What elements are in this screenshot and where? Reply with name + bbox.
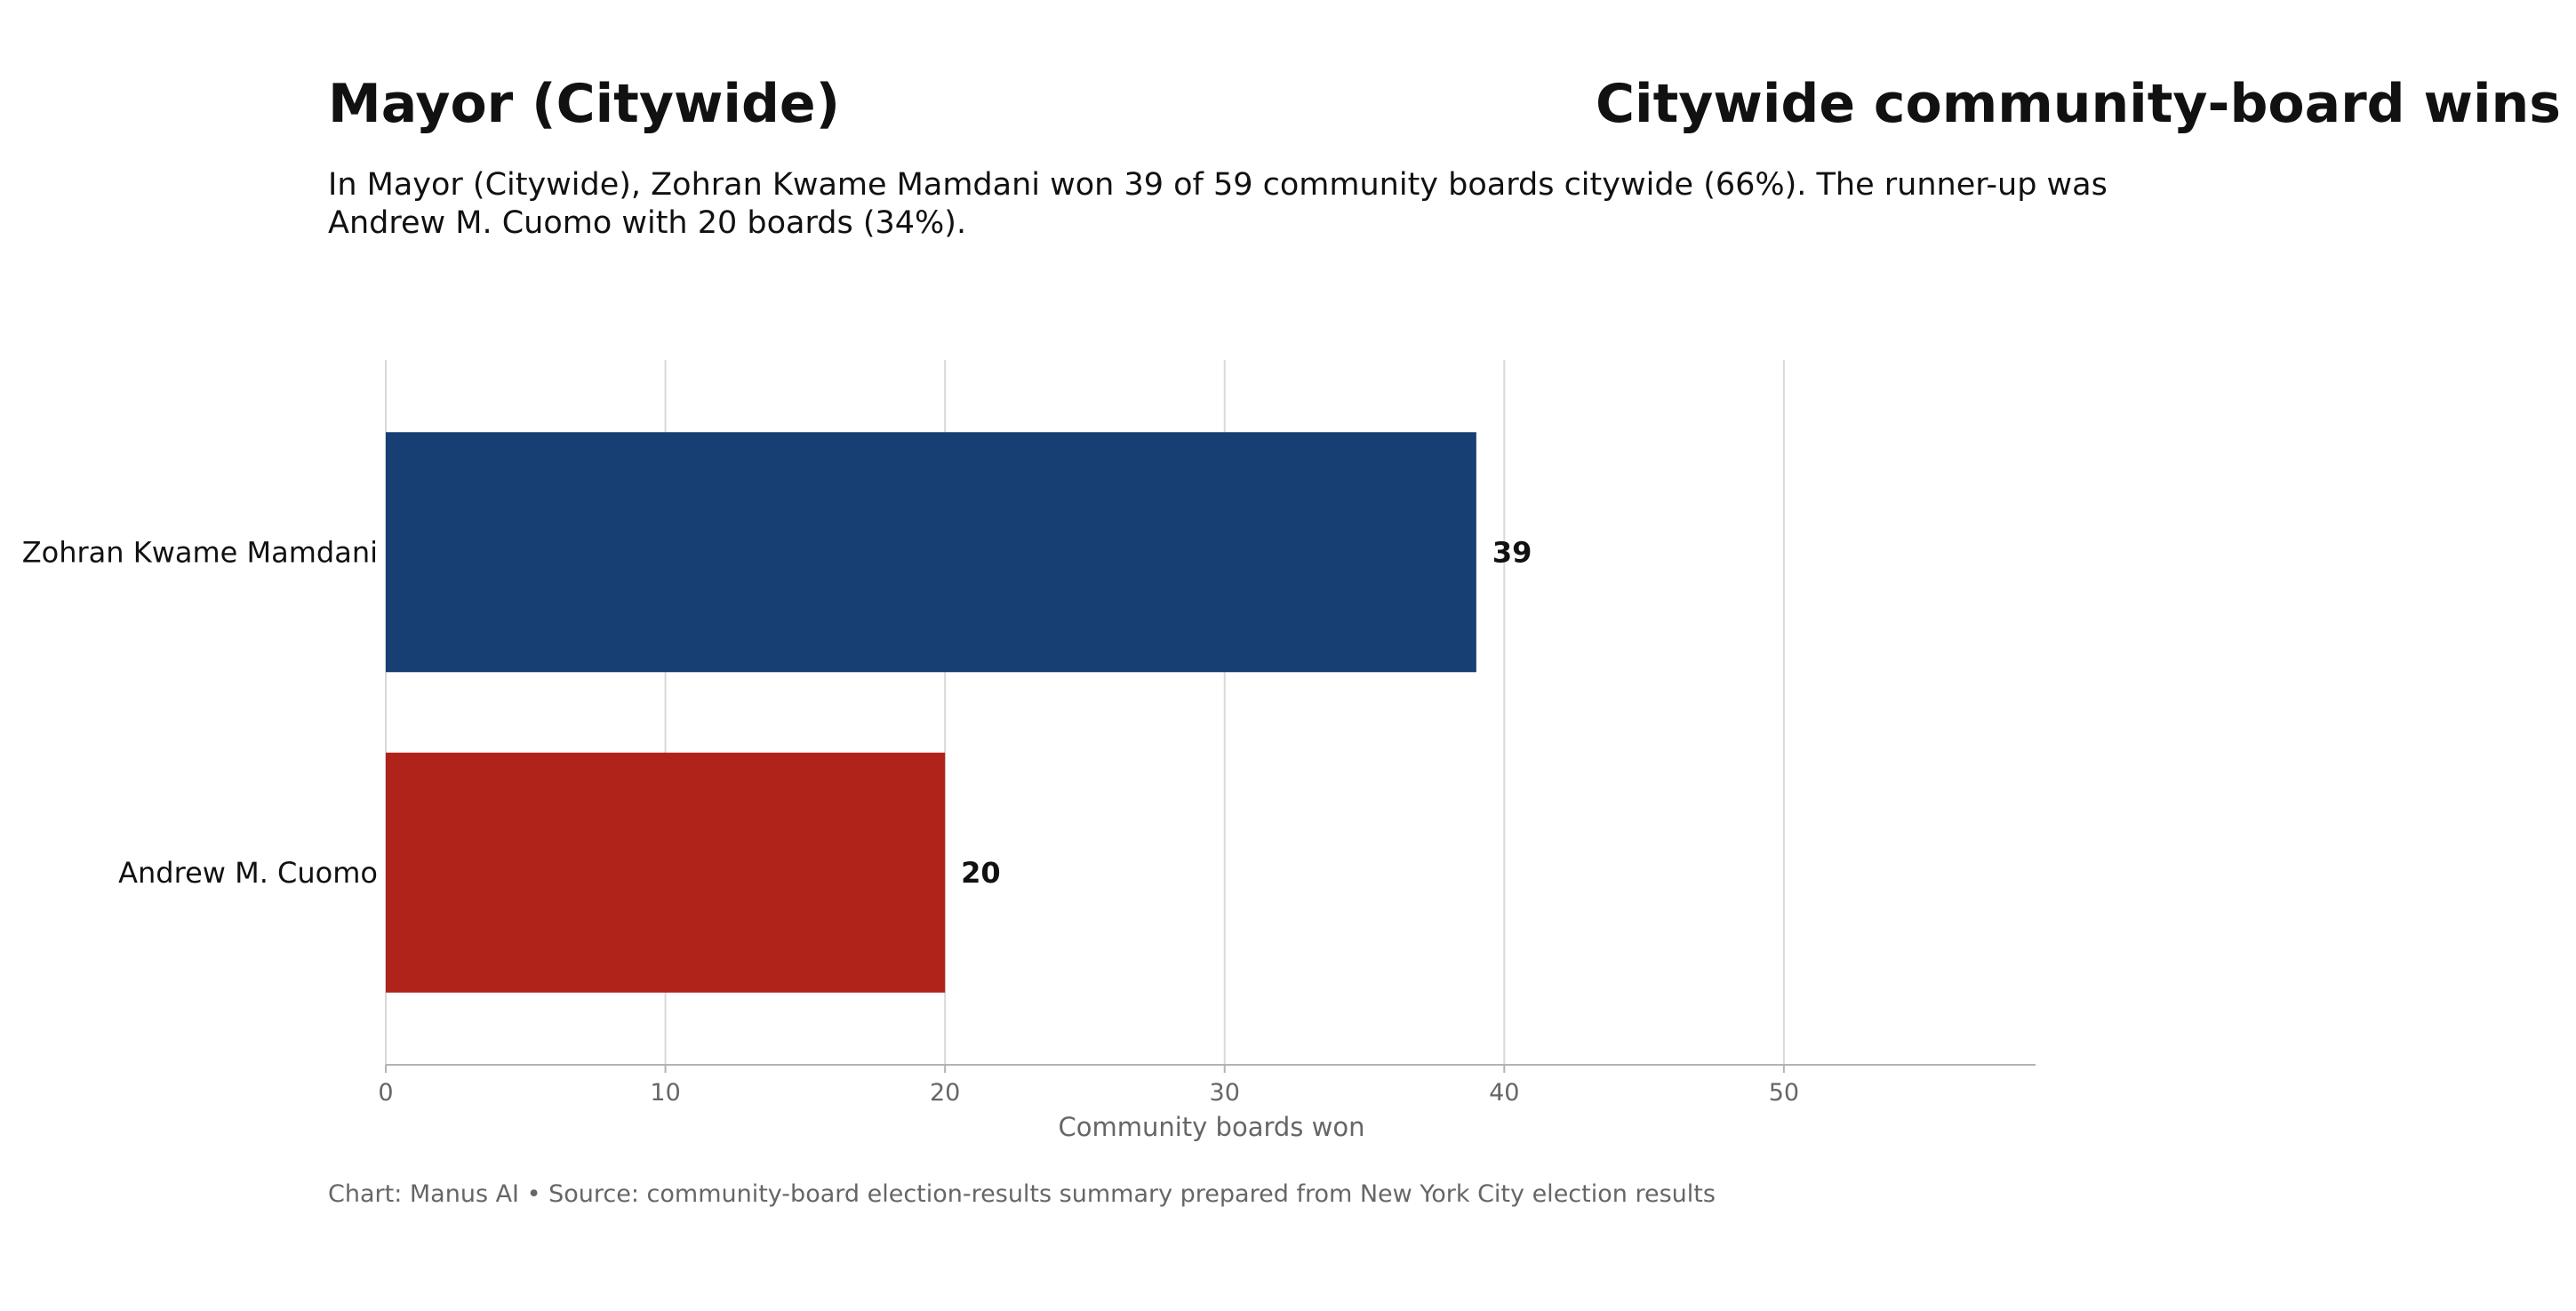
value-label-zohran-kwame-mamdani: 39 (1492, 535, 1532, 569)
chart-secondary-title: Citywide community-board wins (1596, 73, 2561, 135)
chart-footer: Chart: Manus AI • Source: community-boar… (328, 1180, 1716, 1208)
category-label-andrew-m-cuomo: Andrew M. Cuomo (118, 856, 378, 890)
value-label-andrew-m-cuomo: 20 (961, 856, 1001, 890)
x-tick-label-0: 0 (378, 1079, 393, 1107)
category-label-zohran-kwame-mamdani: Zohran Kwame Mamdani (22, 535, 378, 569)
bar-andrew-m-cuomo (386, 752, 946, 993)
chart-subtitle-line-1: In Mayor (Citywide), Zohran Kwame Mamdan… (328, 167, 2108, 203)
chart-subtitle-line-2: Andrew M. Cuomo with 20 boards (34%). (328, 205, 966, 241)
bar-zohran-kwame-mamdani (386, 432, 1476, 673)
chart-title: Mayor (Citywide) (328, 73, 840, 135)
x-tick-label-40: 40 (1489, 1079, 1519, 1107)
x-tick-label-50: 50 (1769, 1079, 1799, 1107)
x-tick-label-30: 30 (1210, 1079, 1240, 1107)
x-tick-label-20: 20 (930, 1079, 960, 1107)
x-axis: 0 10 20 30 40 50 (378, 1064, 2036, 1107)
bars: 39 Zohran Kwame Mamdani 20 Andrew M. Cuomo (22, 432, 1532, 993)
x-axis-label: Community boards won (1059, 1112, 1365, 1142)
x-tick-label-10: 10 (650, 1079, 680, 1107)
